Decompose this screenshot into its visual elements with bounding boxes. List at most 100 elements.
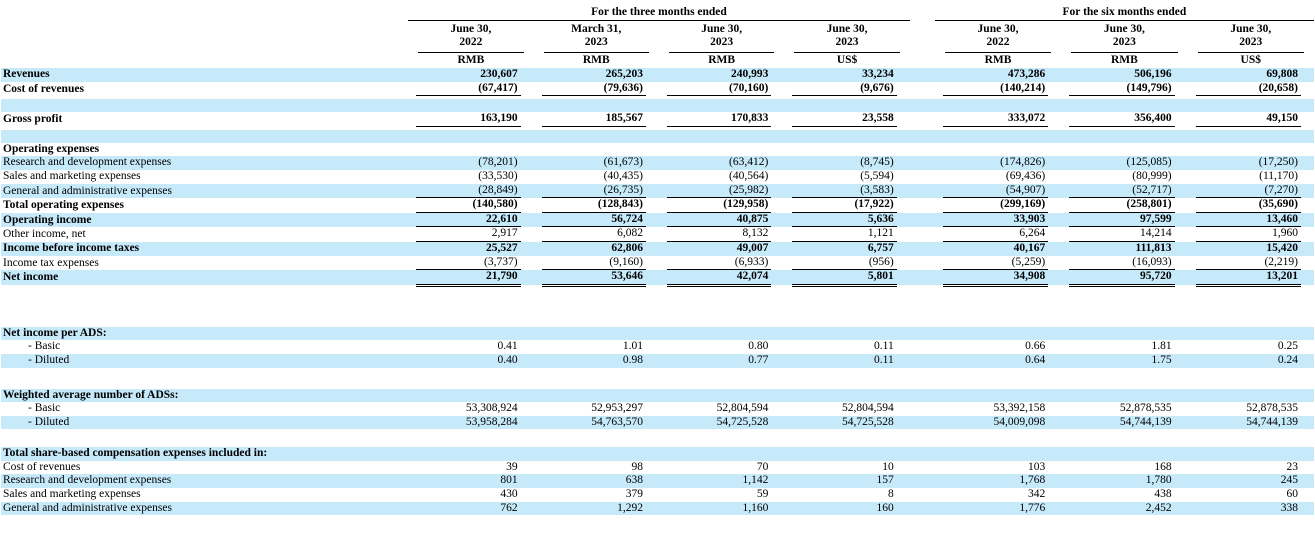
table-row: Cost of revenues 39 98 70 10 103 168 23 [1, 461, 1314, 475]
row-label: Income before income taxes [3, 241, 140, 254]
column-gap [910, 184, 935, 199]
value-text: 1,768 [1019, 474, 1046, 487]
table-row: Net income per ADS: [1, 326, 1314, 341]
value-cell: (70,160) [659, 82, 784, 97]
value-cell: 240,993 [659, 68, 784, 82]
value-text: 42,074 [666, 270, 772, 285]
group-title: For the six months ended [934, 3, 1314, 21]
value-cell: 0.24 [1188, 354, 1314, 368]
currency-unit: RMB [1110, 54, 1138, 67]
value-cell: 53,958,284 [408, 416, 533, 430]
value-cell: 6,082 [534, 227, 659, 242]
value-text: (20,658) [1195, 82, 1301, 97]
value-cell: 56,724 [534, 213, 659, 228]
value-cell [784, 389, 909, 403]
value-cell: 15,420 [1188, 242, 1314, 256]
value-cell: 2,917 [408, 227, 533, 242]
value-cell: 0.25 [1188, 340, 1314, 354]
value-text: 40,875 [666, 213, 772, 228]
value-cell: 40,875 [659, 213, 784, 228]
value-text: (28,849) [416, 184, 521, 199]
value-text: 638 [625, 474, 643, 487]
value-cell: (25,982) [659, 184, 784, 199]
value-cell [534, 389, 659, 403]
value-cell: 62,806 [534, 242, 659, 256]
value-cell: 5,801 [784, 270, 909, 285]
value-cell: (40,564) [659, 170, 784, 184]
value-cell: (52,717) [1061, 184, 1187, 199]
spacer-cell [1, 290, 1314, 327]
date-header: June 30, 2023 [1188, 21, 1314, 53]
value-cell: 42,074 [659, 270, 784, 285]
value-text: 1.75 [1151, 353, 1172, 366]
value-cell: 14,214 [1061, 227, 1187, 242]
value-text: 801 [500, 474, 518, 487]
value-cell: 54,009,098 [935, 416, 1061, 430]
value-cell: 5,636 [784, 213, 909, 228]
value-text: 1,776 [1019, 501, 1046, 514]
row-label: General and administrative expenses [3, 501, 172, 514]
column-gap [910, 416, 935, 430]
value-text: 34,908 [942, 270, 1049, 285]
table-row: Research and development expenses (78,201… [1, 156, 1314, 170]
value-cell: 473,286 [935, 68, 1061, 82]
value-cell [1061, 447, 1187, 461]
value-cell [408, 143, 533, 157]
value-cell: 54,763,570 [534, 416, 659, 430]
table-row: - Basic 53,308,924 52,953,297 52,804,594 52,… [1, 402, 1314, 416]
double-rule-cell [534, 285, 659, 290]
value-cell [659, 327, 784, 341]
value-cell: 1,780 [1061, 474, 1187, 488]
column-gap [910, 227, 935, 242]
value-cell: 160 [784, 502, 909, 516]
value-cell [1188, 143, 1314, 157]
value-cell [408, 447, 533, 461]
value-cell: 70 [659, 461, 784, 475]
value-text: (78,201) [478, 156, 518, 169]
value-text: 8 [888, 488, 894, 501]
double-rule-cell [1188, 285, 1314, 290]
value-text: 1,160 [742, 501, 769, 514]
value-text: 54,725,528 [716, 415, 769, 428]
column-gap [910, 327, 935, 341]
value-cell: (8,745) [784, 156, 909, 170]
spacer-cell [1, 368, 1314, 389]
value-cell: 0.11 [784, 354, 909, 368]
table-body: Revenues 230,607 265,203 240,993 33,234 473,2… [1, 68, 1314, 516]
value-cell: 0.40 [408, 354, 533, 368]
value-text: (67,417) [416, 82, 521, 97]
value-text: 2,917 [416, 227, 521, 242]
value-cell: 163,190 [408, 112, 533, 127]
row-label: Operating income [3, 213, 92, 226]
value-text: (129,958) [666, 198, 772, 213]
column-gap [910, 82, 935, 97]
column-gap [910, 198, 935, 213]
value-cell: 40,167 [935, 242, 1061, 256]
value-text: (54,907) [942, 184, 1049, 199]
value-cell [935, 447, 1061, 461]
value-cell: (7,270) [1188, 184, 1314, 199]
value-cell: (33,530) [408, 170, 533, 184]
value-text: 52,878,535 [1246, 402, 1298, 415]
date-header-text: June 30, 2023 [1188, 23, 1314, 53]
value-text: (299,169) [942, 198, 1049, 213]
value-text: 25,527 [485, 241, 518, 254]
column-gap [910, 474, 935, 488]
double-rule-cell [784, 285, 909, 290]
column-gap [910, 112, 935, 127]
value-cell: (26,735) [534, 184, 659, 199]
date-header-text: June 30, 2023 [784, 23, 909, 53]
value-text: 0.80 [748, 340, 769, 353]
value-text: (128,843) [541, 198, 646, 213]
value-text: 111,813 [1135, 241, 1172, 254]
table-row: Research and development expenses 801 638 1… [1, 474, 1314, 489]
value-text: 506,196 [1134, 68, 1172, 80]
value-cell: 379 [534, 488, 659, 502]
value-text: 245 [1280, 474, 1298, 487]
column-gap [910, 447, 935, 461]
column-gap [910, 256, 935, 271]
value-text: 56,724 [541, 213, 646, 228]
row-label: - Diluted [28, 353, 70, 366]
value-text: 49,150 [1195, 112, 1301, 127]
value-text: 97,599 [1069, 213, 1175, 228]
